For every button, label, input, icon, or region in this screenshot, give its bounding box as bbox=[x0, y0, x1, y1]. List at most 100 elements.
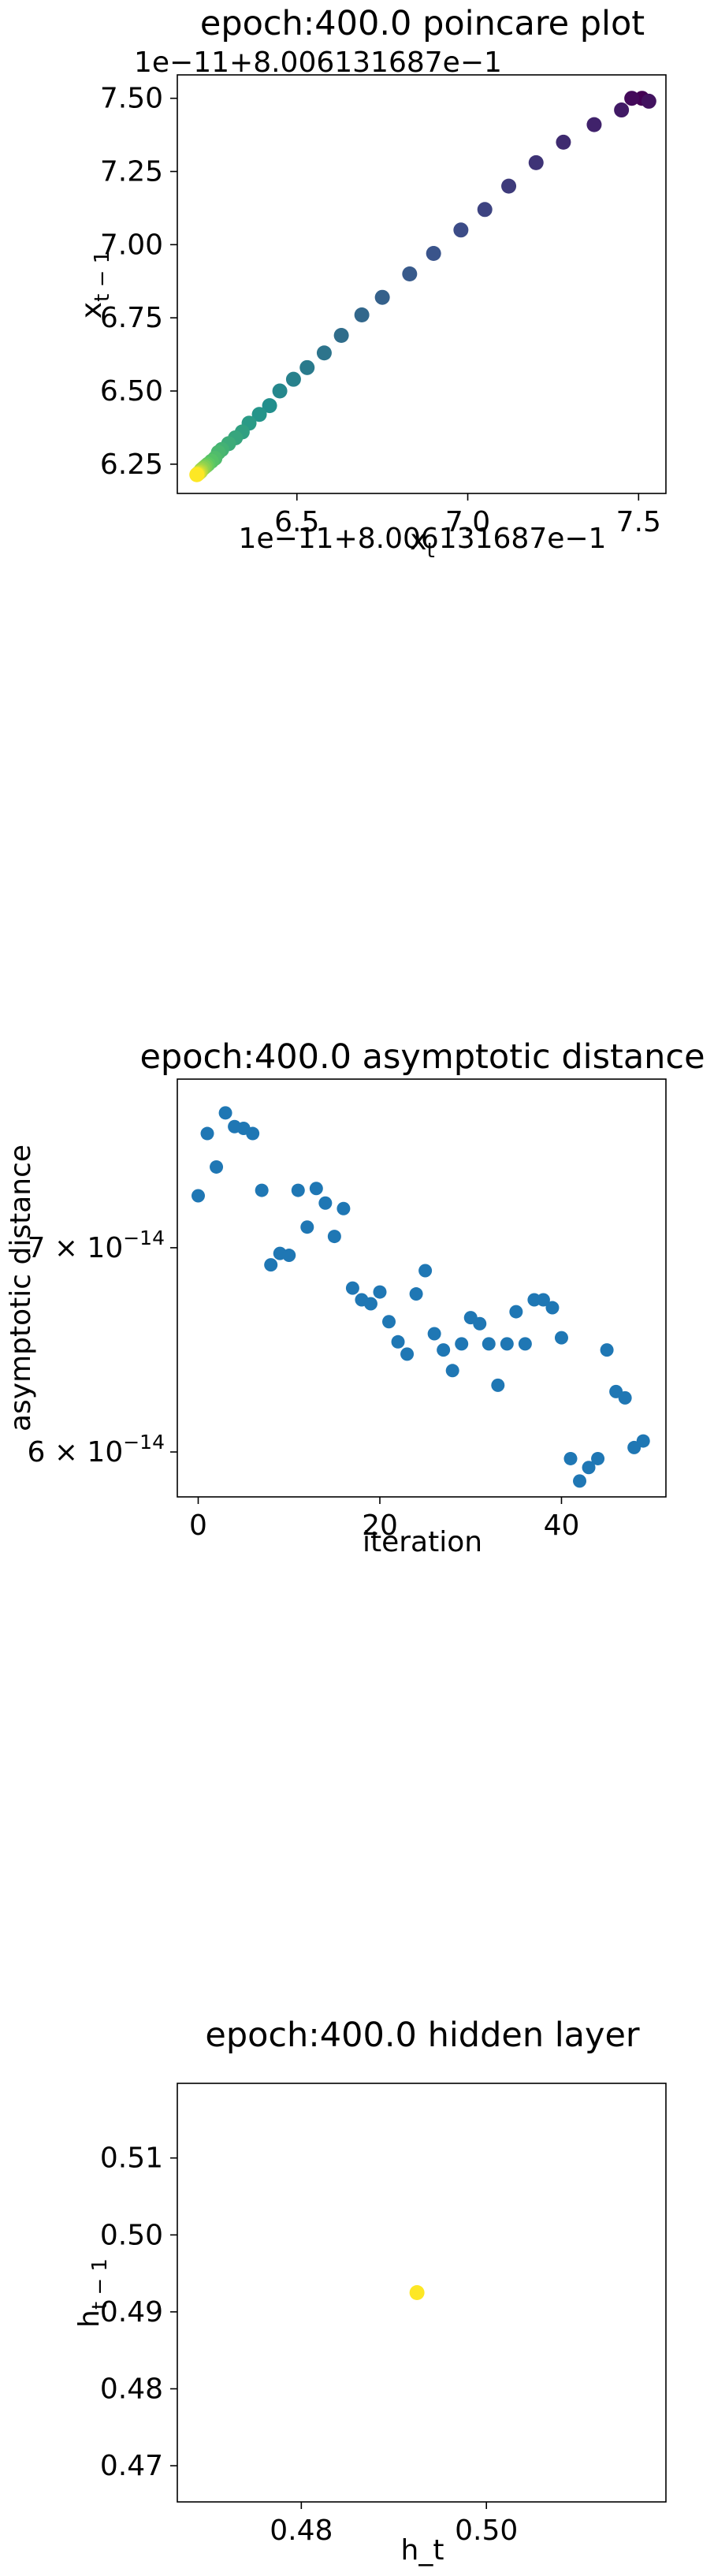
y-tick-label: 0.48 bbox=[100, 2373, 163, 2406]
data-point bbox=[400, 1347, 415, 1361]
y-tick-label-exponent: −14 bbox=[123, 1431, 165, 1454]
data-point bbox=[445, 1364, 459, 1378]
chart-title: epoch:400.0 hidden layer bbox=[205, 2016, 640, 2055]
data-point bbox=[262, 398, 277, 414]
x-tick-label: 6.5 bbox=[274, 506, 319, 538]
y-tick-label: 7.00 bbox=[100, 229, 163, 261]
plot-frame bbox=[177, 74, 667, 494]
data-point bbox=[316, 345, 332, 361]
data-point bbox=[554, 1331, 568, 1345]
x-axis-label: xt bbox=[410, 524, 435, 563]
y-tick-label: 0.47 bbox=[100, 2450, 163, 2482]
x-axis-label: iteration bbox=[363, 1526, 482, 1558]
data-point bbox=[272, 383, 288, 399]
data-point bbox=[614, 102, 630, 118]
x-tick-label: 20 bbox=[362, 1509, 398, 1542]
data-point bbox=[418, 1264, 433, 1278]
data-point bbox=[582, 1461, 596, 1475]
x-tick-label: 0.48 bbox=[270, 2515, 333, 2547]
y-tick-label: 0.51 bbox=[100, 2142, 163, 2175]
y-tick-label: 6.25 bbox=[100, 449, 163, 481]
asymptotic-distance-panel: epoch:400.0 asymptotic distance 0 20 40 6 × … bbox=[5, 1037, 705, 1558]
data-point bbox=[192, 1189, 206, 1203]
data-point bbox=[402, 266, 418, 282]
data-point bbox=[200, 1126, 214, 1141]
data-point bbox=[509, 1305, 523, 1319]
data-point bbox=[409, 2285, 425, 2300]
data-point bbox=[251, 407, 267, 423]
data-point bbox=[618, 1390, 632, 1405]
data-point bbox=[426, 246, 441, 262]
y-axis-label: xt − 1 bbox=[76, 251, 114, 318]
data-point bbox=[536, 1293, 550, 1307]
y-offset-label: 1e−11+8.006131687e−1 bbox=[134, 47, 502, 79]
x-offset-label: 1e−11+8.006131687e−1 bbox=[239, 523, 607, 555]
data-point bbox=[327, 1230, 341, 1244]
data-point bbox=[382, 1315, 396, 1329]
data-point bbox=[624, 91, 640, 106]
data-point bbox=[345, 1281, 359, 1295]
data-point bbox=[641, 93, 656, 109]
data-point bbox=[473, 1316, 487, 1331]
data-point bbox=[337, 1201, 351, 1215]
data-point bbox=[491, 1378, 505, 1392]
data-point bbox=[409, 1287, 423, 1301]
y-tick-label: 7 × 10−14 bbox=[27, 1227, 165, 1264]
data-point bbox=[285, 371, 301, 387]
data-point bbox=[501, 178, 517, 194]
data-point bbox=[255, 1183, 269, 1197]
data-point bbox=[291, 1183, 305, 1197]
y-axis-label-base: h bbox=[73, 2310, 106, 2328]
data-point bbox=[218, 1106, 232, 1120]
plot-frame bbox=[177, 2083, 667, 2503]
y-axis-label: asymptotic distance bbox=[5, 1145, 37, 1431]
data-point bbox=[264, 1258, 278, 1272]
data-point bbox=[300, 1220, 314, 1234]
y-tick-label-base: 6 × 10 bbox=[27, 1436, 123, 1469]
data-point bbox=[189, 467, 205, 482]
y-tick-label: 7.50 bbox=[100, 83, 163, 115]
data-point bbox=[500, 1337, 514, 1351]
data-point bbox=[573, 1474, 587, 1488]
data-point bbox=[600, 1343, 614, 1357]
x-tick-label: 7.0 bbox=[445, 506, 490, 538]
y-tick-label: 0.50 bbox=[100, 2219, 163, 2251]
y-axis-label-base: x bbox=[76, 302, 108, 318]
y-axis-label-subscript: t − 1 bbox=[91, 251, 114, 302]
y-tick-label: 6 × 10−14 bbox=[27, 1431, 165, 1469]
x-tick-label: 40 bbox=[544, 1509, 580, 1542]
y-tick-label-base: 7 × 10 bbox=[27, 1232, 123, 1264]
y-tick-label: 7.25 bbox=[100, 156, 163, 188]
x-tick-label: 0.50 bbox=[455, 2515, 518, 2547]
x-axis-label-subscript: t bbox=[427, 539, 435, 563]
y-axis-label-subscript: t − 1 bbox=[88, 2258, 112, 2310]
data-point bbox=[453, 222, 469, 238]
data-point bbox=[556, 134, 571, 150]
data-point bbox=[374, 289, 390, 305]
chart-title: epoch:400.0 poincare plot bbox=[200, 4, 645, 43]
x-tick-label: 0 bbox=[189, 1509, 207, 1542]
x-axis-label-base: x bbox=[410, 524, 426, 557]
data-point bbox=[437, 1343, 451, 1357]
data-point bbox=[455, 1337, 469, 1351]
x-axis-label: h_t bbox=[401, 2534, 444, 2567]
data-point bbox=[518, 1337, 532, 1351]
data-point bbox=[282, 1249, 296, 1263]
data-point bbox=[299, 359, 315, 375]
data-point bbox=[363, 1297, 377, 1311]
data-point bbox=[391, 1335, 405, 1349]
data-point bbox=[477, 202, 493, 218]
y-tick-label: 6.75 bbox=[100, 302, 163, 334]
plot-frame bbox=[177, 1078, 667, 1498]
data-point bbox=[333, 327, 349, 343]
data-point bbox=[586, 117, 602, 132]
chart-title: epoch:400.0 asymptotic distance bbox=[139, 1037, 705, 1077]
y-tick-label: 0.49 bbox=[100, 2296, 163, 2328]
data-point bbox=[210, 1160, 224, 1174]
y-axis-label: ht − 1 bbox=[73, 2258, 112, 2328]
data-point bbox=[354, 307, 370, 322]
poincare-plot-panel: epoch:400.0 poincare plot 1e−11+8.0061316… bbox=[76, 4, 667, 563]
y-tick-label: 6.50 bbox=[100, 375, 163, 408]
data-point bbox=[318, 1196, 333, 1210]
data-point bbox=[309, 1182, 323, 1196]
